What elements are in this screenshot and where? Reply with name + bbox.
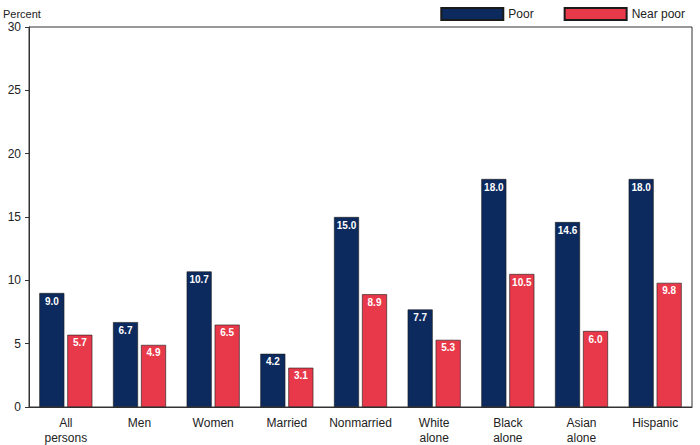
svg-text:Poor: Poor — [508, 7, 533, 21]
svg-text:alone: alone — [493, 431, 523, 445]
svg-text:20: 20 — [8, 147, 22, 161]
svg-text:5.7: 5.7 — [73, 337, 87, 348]
svg-text:Men: Men — [128, 416, 151, 430]
svg-text:9.0: 9.0 — [45, 296, 59, 307]
svg-text:7.7: 7.7 — [413, 312, 427, 323]
svg-text:alone: alone — [567, 431, 597, 445]
svg-text:6.0: 6.0 — [589, 334, 603, 345]
svg-text:6.5: 6.5 — [220, 327, 234, 338]
svg-text:8.9: 8.9 — [368, 297, 382, 308]
svg-text:15.0: 15.0 — [337, 220, 357, 231]
svg-text:Percent: Percent — [3, 8, 41, 20]
svg-text:10.5: 10.5 — [512, 277, 532, 288]
svg-text:10: 10 — [8, 273, 22, 287]
svg-text:25: 25 — [8, 83, 22, 97]
svg-text:Nonmarried: Nonmarried — [329, 416, 392, 430]
svg-text:18.0: 18.0 — [484, 182, 504, 193]
svg-text:All: All — [59, 416, 72, 430]
svg-text:18.0: 18.0 — [631, 182, 651, 193]
svg-text:0: 0 — [14, 400, 21, 414]
svg-text:White: White — [419, 416, 450, 430]
svg-text:Black: Black — [493, 416, 523, 430]
svg-text:4.9: 4.9 — [147, 347, 161, 358]
svg-text:6.7: 6.7 — [119, 325, 133, 336]
svg-text:5.3: 5.3 — [441, 342, 455, 353]
svg-text:Hispanic: Hispanic — [632, 416, 678, 430]
svg-text:alone: alone — [419, 431, 449, 445]
svg-text:4.2: 4.2 — [266, 356, 280, 367]
svg-text:3.1: 3.1 — [294, 370, 308, 381]
svg-text:5: 5 — [14, 337, 21, 351]
svg-text:9.8: 9.8 — [662, 285, 676, 296]
svg-text:Near poor: Near poor — [632, 7, 685, 21]
svg-text:Asian: Asian — [566, 416, 596, 430]
svg-text:15: 15 — [8, 210, 22, 224]
svg-text:Women: Women — [193, 416, 234, 430]
svg-text:10.7: 10.7 — [189, 274, 209, 285]
svg-text:14.6: 14.6 — [558, 225, 578, 236]
svg-text:persons: persons — [44, 431, 87, 445]
svg-text:30: 30 — [8, 20, 22, 34]
svg-text:Married: Married — [266, 416, 307, 430]
